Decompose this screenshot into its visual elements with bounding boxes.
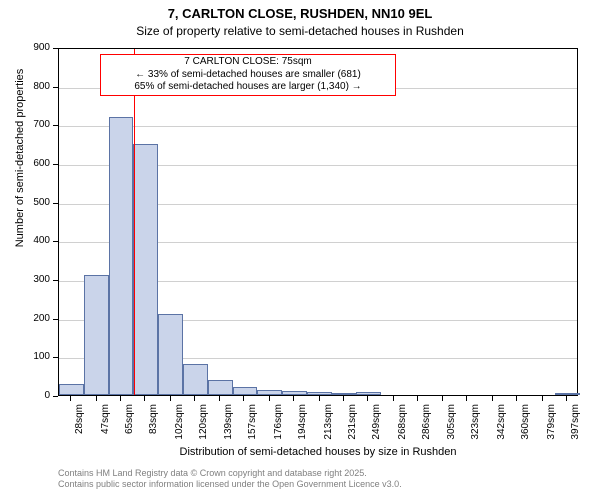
y-tick-label: 0 xyxy=(20,390,50,401)
x-tick-label: 139sqm xyxy=(223,404,234,444)
x-tick-mark xyxy=(367,396,368,401)
y-tick-mark xyxy=(53,87,58,88)
x-tick-label: 213sqm xyxy=(323,404,334,444)
y-tick-mark xyxy=(53,280,58,281)
y-tick-label: 800 xyxy=(20,81,50,92)
histogram-bar xyxy=(555,393,580,395)
histogram-bar xyxy=(158,314,183,395)
x-tick-label: 176sqm xyxy=(273,404,284,444)
y-tick-label: 500 xyxy=(20,197,50,208)
x-tick-mark xyxy=(120,396,121,401)
y-tick-mark xyxy=(53,319,58,320)
x-tick-mark xyxy=(219,396,220,401)
chart-title: 7, CARLTON CLOSE, RUSHDEN, NN10 9EL xyxy=(0,6,600,21)
histogram-bar xyxy=(84,275,109,395)
y-tick-label: 600 xyxy=(20,158,50,169)
annotation-line: 7 CARLTON CLOSE: 75sqm xyxy=(105,56,391,69)
y-tick-mark xyxy=(53,48,58,49)
histogram-bar xyxy=(307,392,332,395)
histogram-bar xyxy=(233,387,258,396)
plot-area xyxy=(58,48,578,396)
x-tick-mark xyxy=(566,396,567,401)
x-tick-label: 120sqm xyxy=(198,404,209,444)
x-tick-label: 360sqm xyxy=(520,404,531,444)
y-tick-mark xyxy=(53,396,58,397)
x-tick-label: 231sqm xyxy=(347,404,358,444)
x-tick-mark xyxy=(442,396,443,401)
x-tick-label: 102sqm xyxy=(174,404,185,444)
x-tick-mark xyxy=(516,396,517,401)
x-tick-label: 342sqm xyxy=(496,404,507,444)
y-tick-mark xyxy=(53,125,58,126)
histogram-bar xyxy=(257,390,282,395)
x-tick-label: 379sqm xyxy=(546,404,557,444)
x-tick-mark xyxy=(269,396,270,401)
x-tick-label: 323sqm xyxy=(470,404,481,444)
y-tick-mark xyxy=(53,164,58,165)
histogram-bar xyxy=(332,393,357,395)
x-tick-mark xyxy=(293,396,294,401)
x-tick-label: 83sqm xyxy=(148,404,159,444)
x-tick-label: 65sqm xyxy=(124,404,135,444)
x-tick-label: 268sqm xyxy=(397,404,408,444)
x-tick-mark xyxy=(417,396,418,401)
histogram-bar xyxy=(183,364,208,395)
x-tick-label: 194sqm xyxy=(297,404,308,444)
x-tick-label: 286sqm xyxy=(421,404,432,444)
x-tick-mark xyxy=(194,396,195,401)
x-axis-label: Distribution of semi-detached houses by … xyxy=(58,446,578,458)
annotation-box: 7 CARLTON CLOSE: 75sqm← 33% of semi-deta… xyxy=(100,54,396,96)
x-tick-mark xyxy=(70,396,71,401)
histogram-bar xyxy=(133,144,158,395)
x-tick-mark xyxy=(170,396,171,401)
annotation-line: 65% of semi-detached houses are larger (… xyxy=(105,81,391,94)
footer-line-2: Contains public sector information licen… xyxy=(58,479,402,490)
x-tick-mark xyxy=(542,396,543,401)
x-tick-label: 249sqm xyxy=(371,404,382,444)
histogram-bar xyxy=(59,384,84,395)
property-marker-line xyxy=(134,49,135,395)
x-tick-label: 47sqm xyxy=(100,404,111,444)
x-tick-label: 28sqm xyxy=(74,404,85,444)
y-tick-label: 900 xyxy=(20,42,50,53)
histogram-bar xyxy=(208,380,233,395)
x-tick-mark xyxy=(243,396,244,401)
x-tick-label: 397sqm xyxy=(570,404,581,444)
y-tick-label: 400 xyxy=(20,235,50,246)
x-tick-mark xyxy=(144,396,145,401)
histogram-chart: 7, CARLTON CLOSE, RUSHDEN, NN10 9EL Size… xyxy=(0,0,600,500)
y-tick-mark xyxy=(53,241,58,242)
y-tick-mark xyxy=(53,203,58,204)
x-tick-mark xyxy=(343,396,344,401)
x-tick-mark xyxy=(319,396,320,401)
x-tick-mark xyxy=(393,396,394,401)
histogram-bar xyxy=(109,117,134,395)
y-tick-label: 200 xyxy=(20,313,50,324)
histogram-bar xyxy=(356,392,381,395)
x-tick-mark xyxy=(492,396,493,401)
chart-subtitle: Size of property relative to semi-detach… xyxy=(0,24,600,38)
y-tick-label: 100 xyxy=(20,351,50,362)
x-tick-mark xyxy=(466,396,467,401)
histogram-bar xyxy=(282,391,307,395)
x-tick-label: 305sqm xyxy=(446,404,457,444)
x-tick-label: 157sqm xyxy=(247,404,258,444)
y-tick-label: 300 xyxy=(20,274,50,285)
annotation-line: ← 33% of semi-detached houses are smalle… xyxy=(105,69,391,82)
attribution-footer: Contains HM Land Registry data © Crown c… xyxy=(58,468,402,490)
grid-line xyxy=(59,126,577,127)
footer-line-1: Contains HM Land Registry data © Crown c… xyxy=(58,468,402,479)
x-tick-mark xyxy=(96,396,97,401)
y-tick-mark xyxy=(53,357,58,358)
y-tick-label: 700 xyxy=(20,119,50,130)
